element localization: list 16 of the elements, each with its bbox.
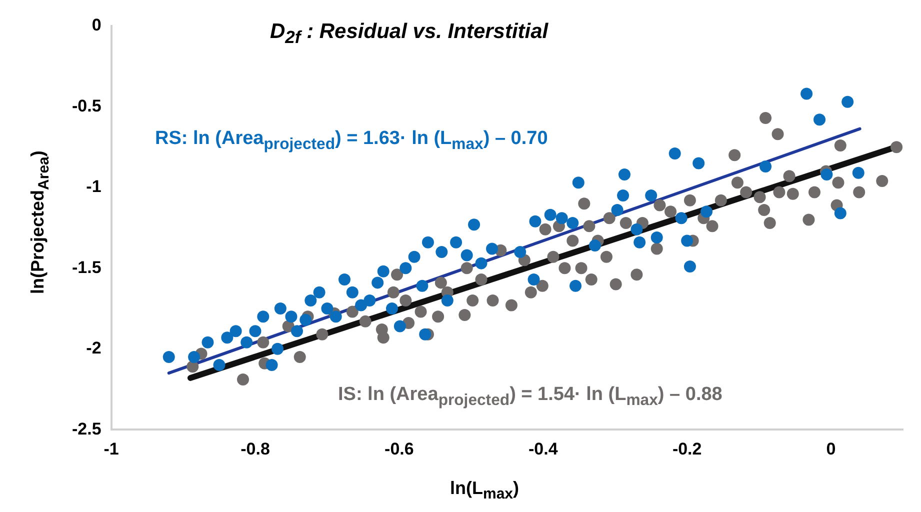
y-tick-label: -2.5 <box>72 419 102 438</box>
annotation: RS: ln (Area$_{projected}$) = 1.63· ln (L$_{max}$) – 0.70 <box>155 128 548 154</box>
x-tick-label: -1 <box>104 439 119 458</box>
x-tick-label: -0.4 <box>528 439 558 458</box>
x-tick-label: -0.2 <box>672 439 702 458</box>
y-tick-label: 0 <box>92 16 102 35</box>
y-tick-label: -1 <box>86 177 102 196</box>
x-tick-label: 0 <box>826 439 836 458</box>
chart-title: D$_{2f}$ : Residual vs. Interstitial <box>270 20 548 48</box>
x-axis-title: ln(L$_{max}$) <box>450 478 520 503</box>
y-tick-label: -2 <box>86 338 102 358</box>
annotation: IS: ln (Area$_{projected}$) = 1.54· ln (L$_{max}$) – 0.88 <box>338 384 722 410</box>
x-tick-label: -0.6 <box>384 439 414 458</box>
x-tick-label: -0.8 <box>240 439 270 458</box>
y-tick-label: -1.5 <box>72 258 102 277</box>
y-tick-label: -0.5 <box>72 96 102 116</box>
